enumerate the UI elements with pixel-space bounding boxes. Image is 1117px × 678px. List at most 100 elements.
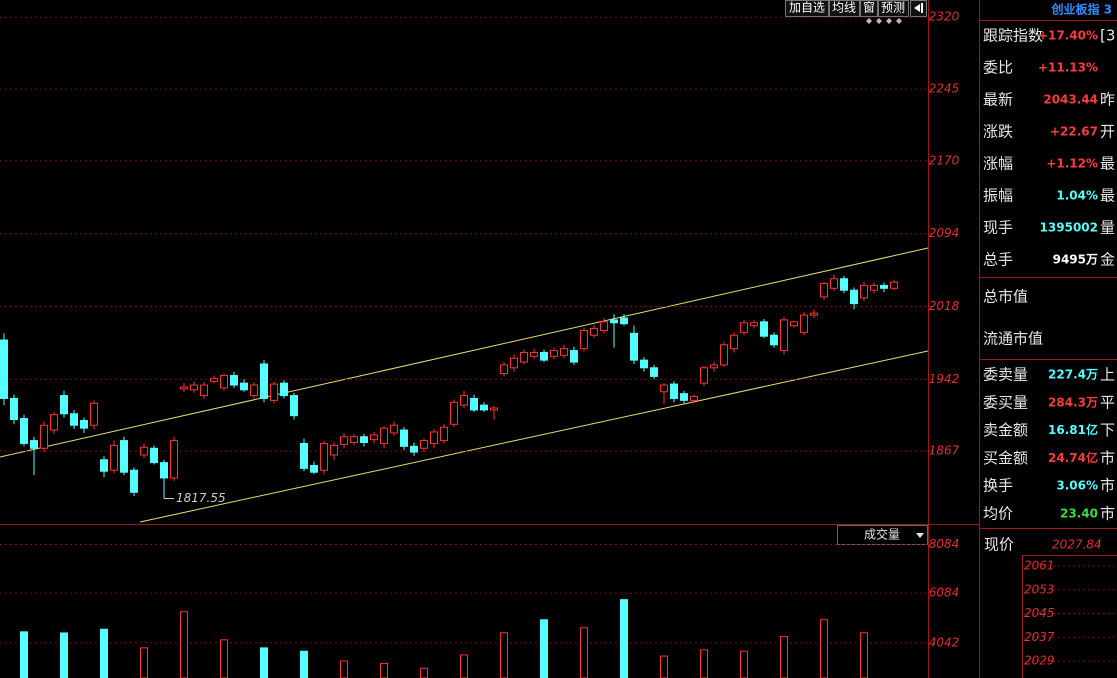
candle-body bbox=[50, 414, 58, 431]
candle-body bbox=[370, 434, 378, 441]
candle-body bbox=[630, 332, 638, 361]
candle-body bbox=[800, 314, 808, 333]
candle-body bbox=[0, 339, 8, 399]
volume-bar bbox=[20, 631, 28, 678]
field-value: 3.06% bbox=[1056, 479, 1098, 493]
candle-body bbox=[460, 395, 468, 406]
field-label: 委买量 bbox=[983, 393, 1028, 411]
field-value: +17.40% bbox=[1038, 29, 1098, 43]
volume-bar bbox=[820, 619, 828, 678]
candle-body bbox=[220, 374, 228, 389]
field-value: 1395002 bbox=[1040, 221, 1098, 235]
candle-body bbox=[720, 344, 728, 366]
candle-body bbox=[110, 444, 118, 471]
button[interactable] bbox=[785, 0, 829, 17]
candle-body bbox=[230, 374, 238, 386]
candle-body bbox=[200, 384, 208, 397]
candle-body bbox=[540, 351, 548, 361]
volume-selector[interactable] bbox=[837, 525, 928, 545]
candle-body bbox=[70, 413, 78, 426]
dropdown-icon bbox=[916, 533, 924, 538]
candle-body bbox=[700, 367, 708, 384]
field-label: 总市值 bbox=[983, 288, 1028, 306]
candle-body bbox=[840, 278, 848, 291]
candle-body bbox=[450, 401, 458, 425]
candle-body bbox=[420, 440, 428, 449]
annotation: 1817.55 bbox=[176, 491, 226, 505]
icon bbox=[914, 3, 923, 13]
candle-body bbox=[470, 397, 478, 411]
candle-body bbox=[810, 312, 818, 316]
candle-body bbox=[690, 396, 698, 401]
volume-bar bbox=[780, 636, 788, 678]
y-tick-label: 6084 bbox=[929, 586, 960, 600]
button[interactable] bbox=[829, 0, 860, 17]
candle-body bbox=[80, 419, 88, 429]
candle-body bbox=[520, 351, 528, 363]
candle-body bbox=[360, 436, 368, 444]
candle-body bbox=[210, 377, 218, 382]
y-tick-label: 4042 bbox=[929, 635, 960, 649]
field-extra: 最 bbox=[1100, 155, 1115, 173]
volume-bar bbox=[740, 650, 748, 678]
field-value: +22.67 bbox=[1050, 125, 1098, 139]
field-extra: [3 bbox=[1100, 27, 1115, 45]
candle-body bbox=[310, 464, 318, 473]
candle-body bbox=[260, 363, 268, 399]
candle-body bbox=[240, 382, 248, 391]
volume-bar bbox=[620, 599, 628, 678]
candle-body bbox=[570, 350, 578, 363]
y-tick-label: 1942 bbox=[929, 372, 960, 386]
field-label: 流通市值 bbox=[983, 330, 1043, 348]
candle-body bbox=[140, 446, 148, 456]
button-label[interactable]: 加自选 bbox=[789, 1, 825, 15]
y-tick-label: 2053 bbox=[1024, 582, 1055, 596]
field-label: 换手 bbox=[983, 477, 1013, 495]
field-label: 振幅 bbox=[983, 187, 1013, 205]
candle-body bbox=[850, 289, 858, 305]
y-tick-label: 2018 bbox=[929, 299, 960, 313]
field-value: 2043.44 bbox=[1043, 93, 1098, 107]
candle-body bbox=[680, 393, 688, 401]
field-extra: 平 bbox=[1100, 393, 1115, 411]
button-label[interactable]: 均线 bbox=[832, 1, 856, 15]
candle-body bbox=[830, 278, 838, 289]
candle-body bbox=[710, 364, 718, 369]
y-tick-label: 2320 bbox=[929, 10, 960, 24]
mini-frame bbox=[1022, 555, 1117, 678]
button-label[interactable]: 预测 bbox=[881, 1, 905, 15]
button[interactable] bbox=[860, 0, 878, 17]
field-label: 跟踪指数 bbox=[983, 27, 1043, 45]
candle-body bbox=[40, 424, 48, 449]
field-label: 总手 bbox=[983, 251, 1013, 269]
field-extra: 市 bbox=[1100, 505, 1115, 523]
candle-body bbox=[530, 351, 538, 357]
y-tick-label: 2029 bbox=[1024, 654, 1055, 668]
field-value: 1.04% bbox=[1056, 189, 1098, 203]
volume-title: 成交量 bbox=[864, 527, 900, 542]
button[interactable] bbox=[878, 0, 909, 17]
button-label[interactable]: 窗 bbox=[863, 1, 875, 15]
candle-body bbox=[150, 447, 158, 464]
candle-body bbox=[130, 469, 138, 493]
volume-bar bbox=[460, 654, 468, 678]
volume-bar bbox=[300, 650, 308, 678]
candle-body bbox=[410, 445, 418, 453]
candle-body bbox=[60, 395, 68, 415]
candle-body bbox=[650, 367, 658, 377]
candle-body bbox=[550, 350, 558, 357]
field-extra: 市 bbox=[1100, 477, 1115, 495]
candle-body bbox=[170, 440, 178, 479]
volume-bar bbox=[420, 667, 428, 678]
field-extra: 最 bbox=[1100, 187, 1115, 205]
candle-body bbox=[270, 383, 278, 401]
candle-body bbox=[10, 397, 18, 421]
candle-body bbox=[440, 426, 448, 442]
candle-body bbox=[100, 459, 108, 472]
volume-bar bbox=[220, 639, 228, 678]
y-tick-label: 1867 bbox=[929, 444, 960, 458]
candle-body bbox=[500, 364, 508, 375]
field-value: 23.40 bbox=[1060, 507, 1098, 521]
field-extra: 昨 bbox=[1100, 91, 1115, 109]
